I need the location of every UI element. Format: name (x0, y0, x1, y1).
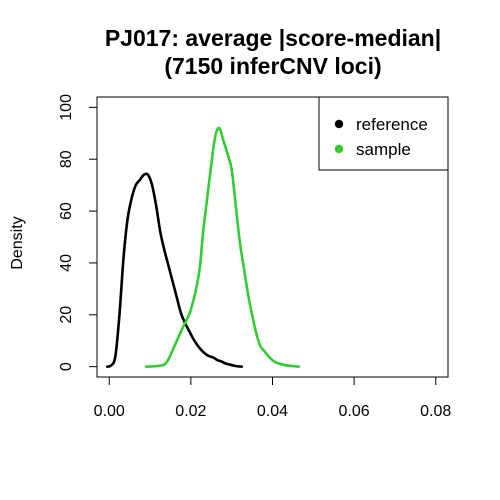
x-tick-label: 0.04 (257, 403, 288, 420)
legend: reference sample (318, 96, 449, 171)
y-tick-label: 20 (58, 306, 75, 324)
y-tick-label: 60 (58, 202, 75, 220)
x-tick-label: 0.02 (175, 403, 206, 420)
legend-box (318, 96, 449, 171)
legend-label-reference: reference (356, 115, 428, 134)
plot-frame (96, 96, 449, 378)
y-axis-label: Density (9, 216, 26, 269)
x-tick-label: 0.08 (420, 403, 451, 420)
y-tick-label: 80 (58, 150, 75, 168)
legend-marker-reference (334, 119, 344, 129)
y-tick-label: 100 (58, 94, 75, 121)
x-tick-label: 0.00 (94, 403, 125, 420)
series-layer (105, 126, 301, 368)
y-tick-label: 40 (58, 254, 75, 272)
chart-title: PJ017: average |score-median| (105, 25, 441, 51)
legend-label-sample: sample (356, 140, 411, 159)
chart-subtitle: (7150 inferCNV loci) (164, 53, 381, 79)
y-axis: 0 20 40 60 80 100 (58, 94, 98, 371)
legend-marker-sample (334, 144, 344, 154)
series-line-sample (144, 126, 301, 368)
y-tick-label: 0 (58, 362, 75, 371)
x-axis: 0.00 0.02 0.04 0.06 0.08 (94, 376, 451, 420)
series-line-reference (105, 172, 244, 368)
x-tick-label: 0.06 (339, 403, 370, 420)
